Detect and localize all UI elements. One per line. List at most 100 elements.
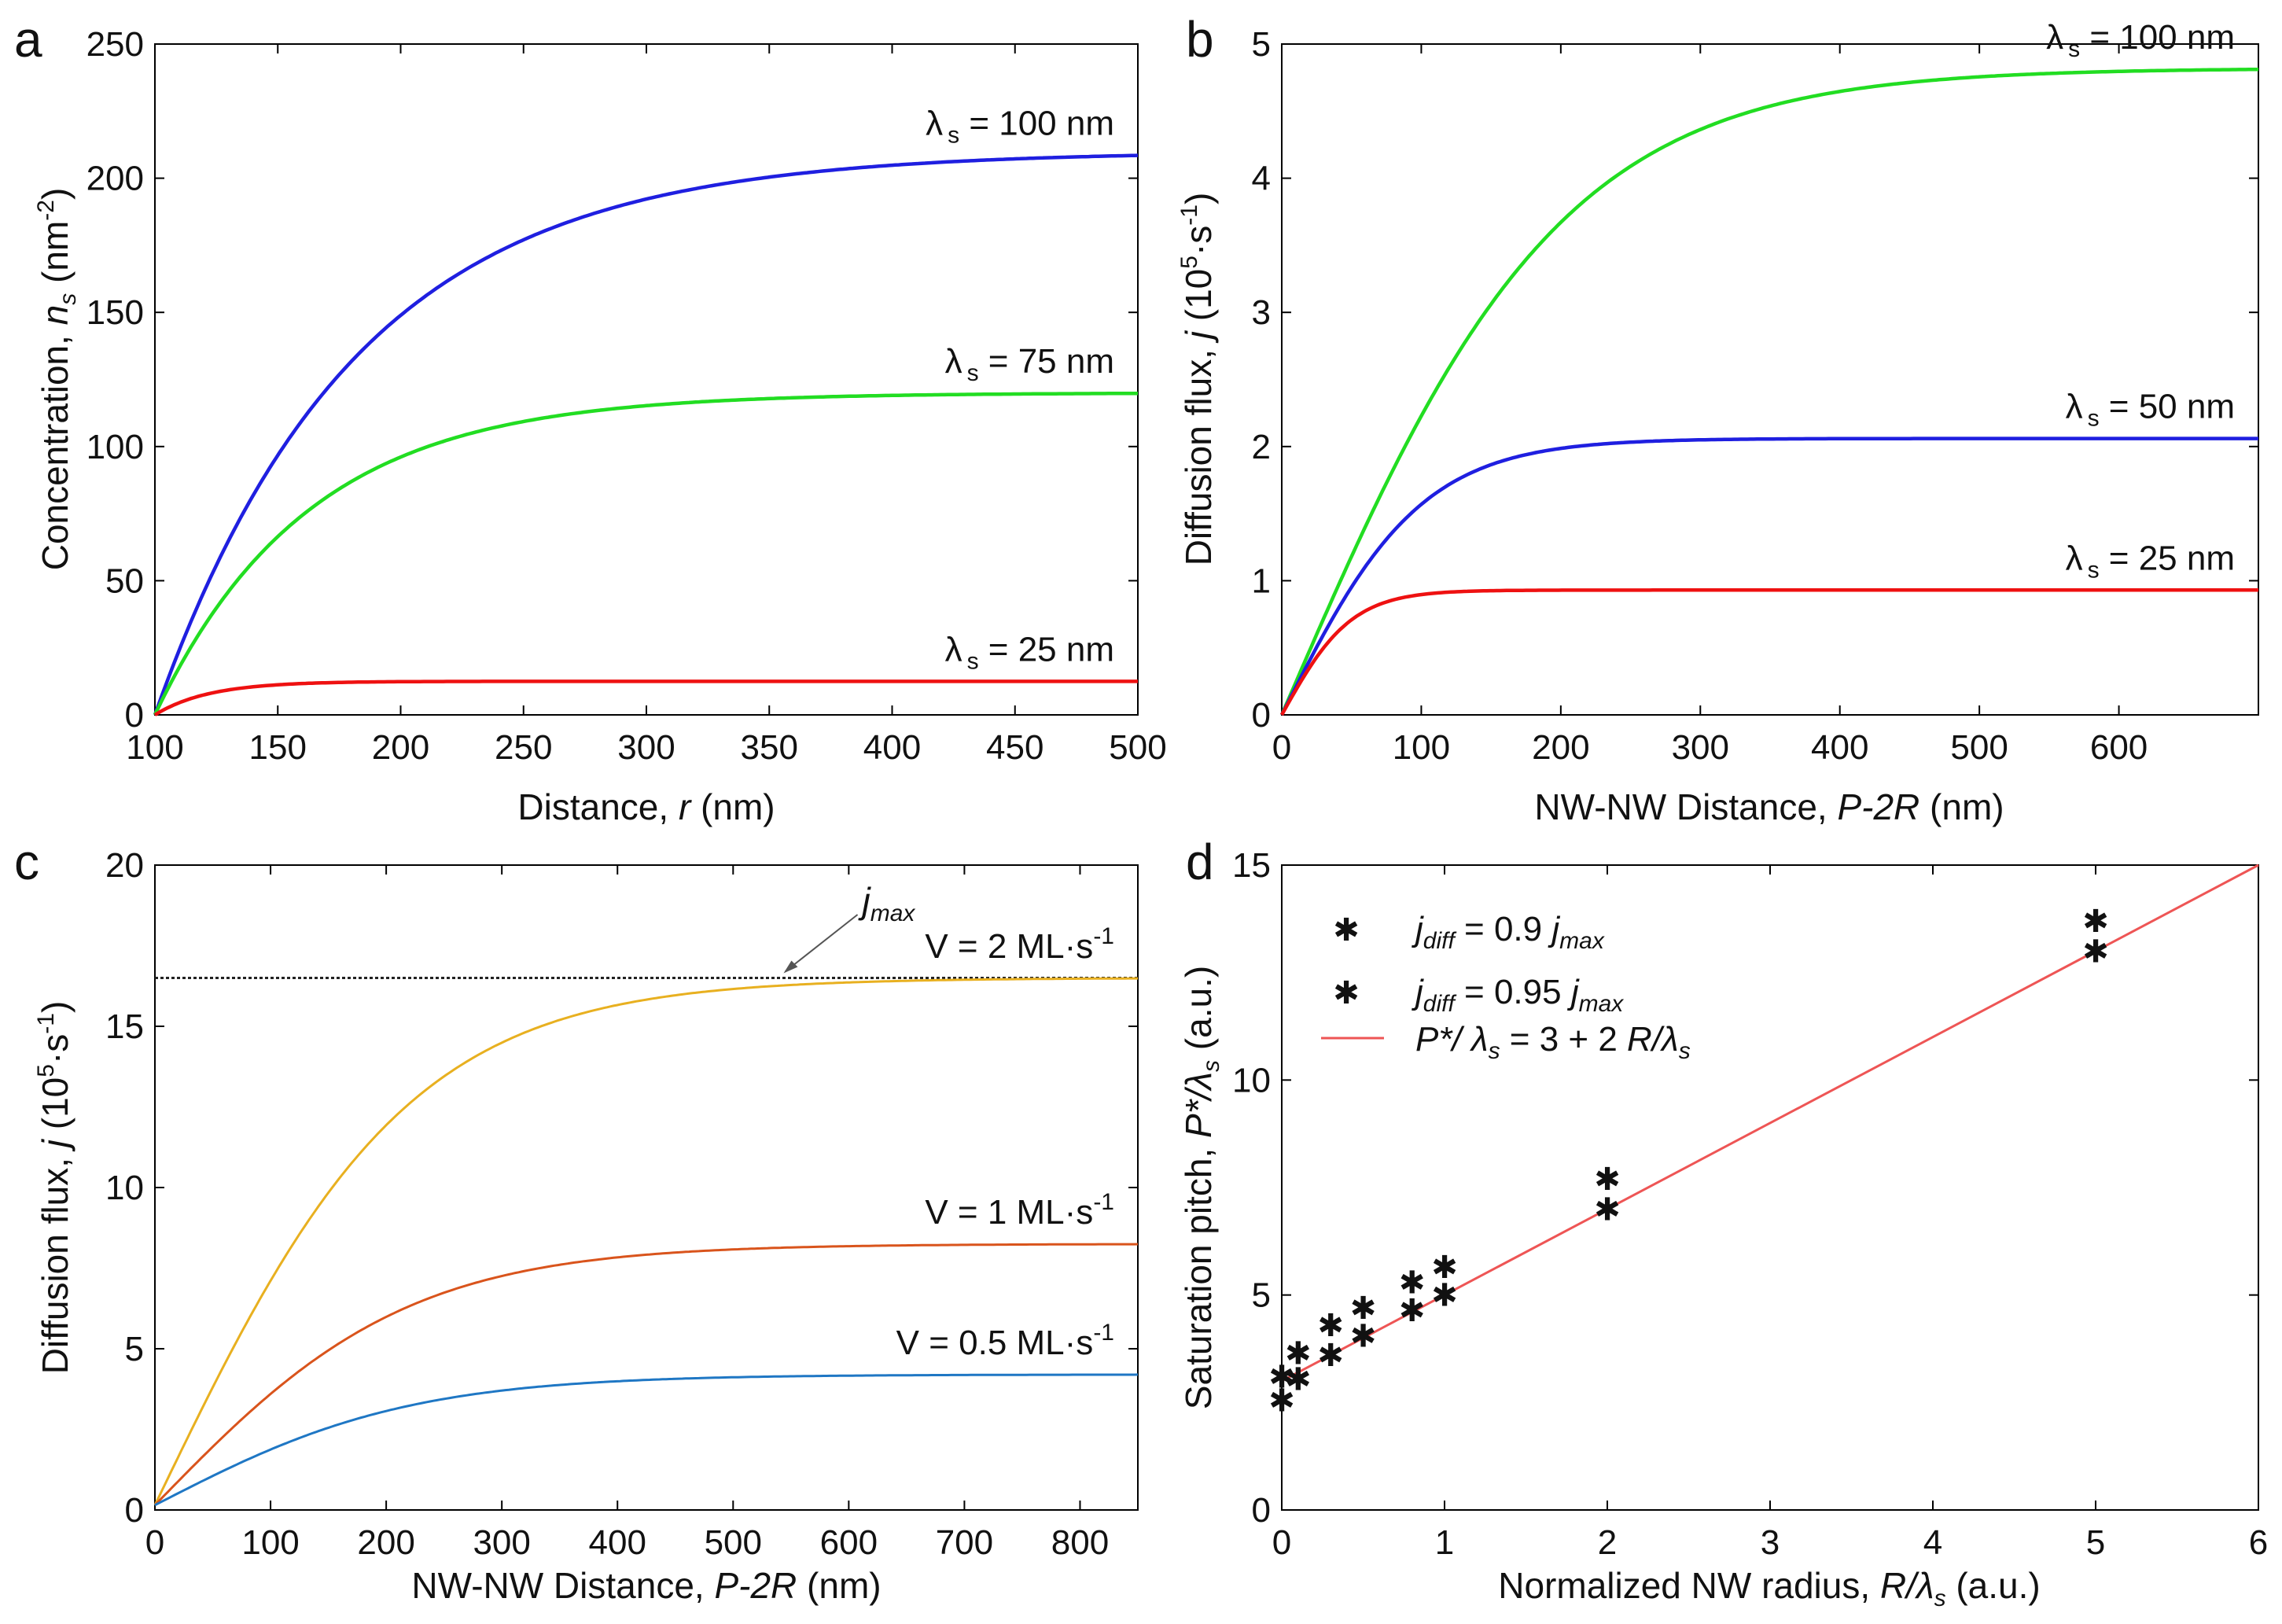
tick-group: 100 150 200 250 300 350 400 450 500 0 50 100 150 200 2… xyxy=(86,25,1167,767)
y-tick-label: 20 xyxy=(105,846,144,885)
series-group xyxy=(1279,67,2258,716)
x-axis-label: NW-NW Distance, P-2R (nm) xyxy=(411,1565,881,1606)
series-group xyxy=(153,977,1139,1507)
scatter-point: ✱ xyxy=(1285,1362,1312,1397)
x-tick-label: 500 xyxy=(1950,728,2008,767)
panel-a: a 100 150 200 250 300 350 400 450 500 0 50 100 150 20… xyxy=(14,11,1167,827)
tick-group: 0 1 2 3 4 5 6 0 5 10 15 xyxy=(1232,846,2268,1562)
y-tick-label: 15 xyxy=(1232,846,1271,885)
series-line-1 xyxy=(153,1243,1139,1506)
x-tick-label: 350 xyxy=(741,728,798,767)
series-label-1: V = 1 ML·s-1 xyxy=(925,1189,1114,1232)
y-tick-label: 5 xyxy=(1252,25,1271,64)
scatter-point: ✱ xyxy=(1594,1192,1621,1227)
plot-frame xyxy=(1281,43,2259,716)
series-label-0: V = 2 ML·s-1 xyxy=(925,923,1114,966)
y-tick-label: 5 xyxy=(1252,1276,1271,1315)
scatter-point: ✱ xyxy=(1350,1320,1377,1354)
x-axis-label: Normalized NW radius, R/λs (a.u.) xyxy=(1498,1565,2040,1611)
x-tick-label: 600 xyxy=(820,1523,878,1562)
tick-group: 0 100 200 300 400 500 600 700 800 0 5 10 15 20 xyxy=(105,846,1138,1562)
series-label-group: V = 2 ML·s-1 V = 1 ML·s-1 V = 0.5 ML·s-1 xyxy=(896,923,1114,1362)
series-label-2: V = 0.5 ML·s-1 xyxy=(896,1320,1114,1362)
x-tick-label: 250 xyxy=(495,728,552,767)
legend-marker-red: ✱ xyxy=(1333,913,1360,948)
series-line-0 xyxy=(153,977,1138,1506)
x-tick-label: 100 xyxy=(241,1523,299,1562)
y-tick-label: 15 xyxy=(105,1007,144,1046)
series-line-2 xyxy=(154,1373,1139,1507)
series-group: ✱✱✱✱✱ ✱✱✱✱✱✱ ✱✱ ✱✱✱ xyxy=(1268,864,2259,1419)
scatter-point: ✱ xyxy=(1399,1294,1426,1328)
legend-text-0: jdiff = 0.9 jmax xyxy=(1412,910,1605,954)
y-tick-label: 200 xyxy=(86,160,144,198)
series-line-1 xyxy=(1279,436,2258,716)
scatter-point: ✱ xyxy=(1317,1309,1344,1343)
x-tick-label: 4 xyxy=(1923,1523,1942,1562)
y-tick-label: 4 xyxy=(1252,160,1271,198)
panel-letter-c: c xyxy=(14,834,39,890)
y-tick-label: 150 xyxy=(86,293,144,332)
scatter-point: ✱ xyxy=(1268,1384,1295,1419)
legend: ✱ jdiff = 0.9 jmax ✱ jdiff = 0.95 jmax P… xyxy=(1321,910,1691,1064)
x-tick-label: 150 xyxy=(249,728,307,767)
series-group xyxy=(153,153,1139,716)
x-axis-label: NW-NW Distance, P-2R (nm) xyxy=(1534,786,2004,827)
y-axis-label: Diffusion flux, j (105·s-1) xyxy=(33,1001,75,1375)
scatter-point: ✱ xyxy=(1317,1339,1344,1373)
scatter-point: ✱ xyxy=(1285,1336,1312,1371)
legend-marker-blue: ✱ xyxy=(1333,976,1360,1011)
x-tick-label: 200 xyxy=(372,728,429,767)
series-line-0 xyxy=(153,153,1139,716)
tick-group: 0 100 200 300 400 500 600 0 1 2 3 4 5 xyxy=(1252,25,2258,767)
jmax-arrow xyxy=(784,914,859,973)
x-tick-label: 600 xyxy=(2090,728,2148,767)
x-tick-label: 300 xyxy=(617,728,675,767)
y-axis-label: Concentration, ns (nm-2) xyxy=(33,188,81,571)
y-tick-label: 50 xyxy=(105,562,144,600)
x-tick-label: 100 xyxy=(126,728,183,767)
y-tick-label: 0 xyxy=(125,696,144,735)
y-tick-label: 3 xyxy=(1252,293,1271,332)
fit-line xyxy=(1281,864,2259,1383)
x-tick-label: 0 xyxy=(1272,1523,1291,1562)
y-tick-label: 2 xyxy=(1252,428,1271,466)
y-tick-label: 250 xyxy=(86,25,144,64)
series-line-1 xyxy=(153,391,1138,716)
panel-letter-a: a xyxy=(14,11,42,68)
y-axis-label: Diffusion flux, j (105·s-1) xyxy=(1176,193,1219,566)
x-tick-label: 0 xyxy=(1272,728,1291,767)
x-tick-label: 200 xyxy=(1532,728,1589,767)
x-tick-label: 500 xyxy=(1109,728,1166,767)
y-tick-label: 10 xyxy=(105,1169,144,1207)
panel-letter-d: d xyxy=(1186,834,1214,890)
series-line-2 xyxy=(153,679,1138,716)
scatter-point: ✱ xyxy=(1399,1265,1426,1300)
series-line-0 xyxy=(1279,67,2258,716)
y-tick-label: 0 xyxy=(125,1491,144,1530)
x-tick-label: 400 xyxy=(589,1523,646,1562)
legend-text-2: P*/ λs = 3 + 2 R/λs xyxy=(1415,1020,1691,1064)
y-tick-label: 1 xyxy=(1252,562,1271,600)
x-tick-label: 1 xyxy=(1435,1523,1454,1562)
scatter-point: ✱ xyxy=(1594,1162,1621,1197)
scatter-point: ✱ xyxy=(2082,934,2109,969)
y-axis-label: Saturation pitch, P*/λs (a.u.) xyxy=(1178,966,1224,1409)
x-tick-label: 300 xyxy=(473,1523,530,1562)
scatter-point: ✱ xyxy=(1431,1279,1458,1313)
scatter-point: ✱ xyxy=(2082,904,2109,939)
scatter-point: ✱ xyxy=(1350,1291,1377,1326)
y-tick-label: 10 xyxy=(1232,1061,1271,1099)
scatter-point: ✱ xyxy=(1268,1361,1295,1395)
x-tick-label: 2 xyxy=(1598,1523,1617,1562)
